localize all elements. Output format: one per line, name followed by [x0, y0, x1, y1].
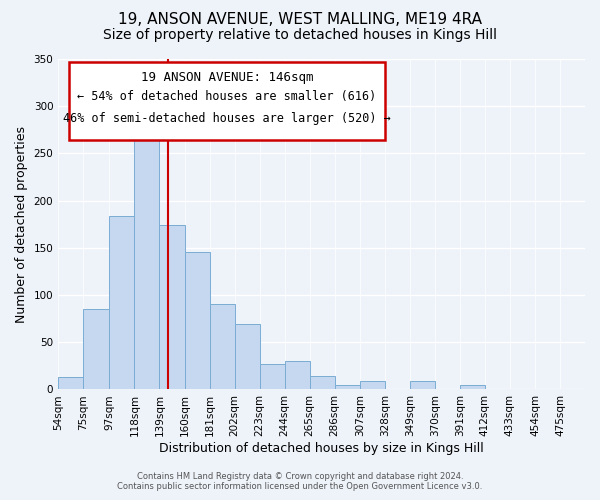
Bar: [185, 252, 209, 390]
X-axis label: Distribution of detached houses by size in Kings Hill: Distribution of detached houses by size …: [159, 442, 484, 455]
Bar: [310, 376, 335, 390]
Bar: [410, 381, 435, 390]
Bar: [83, 309, 109, 390]
Text: Contains public sector information licensed under the Open Government Licence v3: Contains public sector information licen…: [118, 482, 482, 491]
Bar: [335, 384, 360, 390]
Bar: [209, 304, 235, 390]
Bar: [460, 384, 485, 390]
Bar: [58, 377, 83, 390]
Bar: [260, 364, 284, 390]
Bar: [360, 381, 385, 390]
Bar: [235, 324, 260, 390]
FancyBboxPatch shape: [69, 62, 385, 140]
Bar: [160, 225, 185, 390]
Text: Size of property relative to detached houses in Kings Hill: Size of property relative to detached ho…: [103, 28, 497, 42]
Text: 19 ANSON AVENUE: 146sqm: 19 ANSON AVENUE: 146sqm: [140, 70, 313, 84]
Text: 19, ANSON AVENUE, WEST MALLING, ME19 4RA: 19, ANSON AVENUE, WEST MALLING, ME19 4RA: [118, 12, 482, 28]
Y-axis label: Number of detached properties: Number of detached properties: [15, 126, 28, 322]
Bar: [134, 118, 160, 390]
Bar: [109, 216, 134, 390]
Text: Contains HM Land Registry data © Crown copyright and database right 2024.: Contains HM Land Registry data © Crown c…: [137, 472, 463, 481]
Bar: [284, 361, 310, 390]
Text: ← 54% of detached houses are smaller (616): ← 54% of detached houses are smaller (61…: [77, 90, 376, 104]
Text: 46% of semi-detached houses are larger (520) →: 46% of semi-detached houses are larger (…: [63, 112, 391, 125]
